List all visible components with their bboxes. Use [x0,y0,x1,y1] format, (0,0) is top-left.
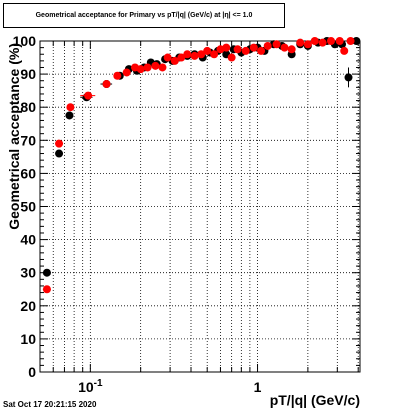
y-tick-label: 30 [20,265,36,281]
data-point [151,61,160,70]
x-axis-label: pT/|q| (GeV/c) [270,392,360,408]
chart-title-box: Geometrical acceptance for Primary vs pT… [3,3,285,28]
data-point [287,45,296,54]
data-point [65,111,74,120]
data-point [42,285,51,294]
data-point [170,56,179,65]
data-point [42,268,51,277]
y-tick-label: 70 [20,132,36,148]
data-point [210,50,219,59]
data-point [143,63,152,72]
data-point [84,91,93,100]
data-point [55,149,64,158]
data-point [102,80,111,89]
data-point [163,53,172,62]
timestamp: Sat Oct 17 20:21:15 2020 [3,400,97,409]
data-point [55,139,64,148]
data-point [241,46,250,55]
y-tick-label: 60 [20,165,36,181]
y-tick-label: 0 [28,364,36,380]
data-point [346,37,355,45]
data-point [272,40,281,49]
series-red [42,37,355,294]
data-point [113,71,122,80]
data-point [158,63,167,72]
data-point [249,43,258,52]
y-tick-label: 100 [13,33,37,49]
data-point [280,43,289,52]
data-point [227,53,236,62]
data-point [352,37,361,45]
data-point [344,73,353,82]
data-point [263,41,272,50]
data-point [310,37,319,45]
y-tick-label: 10 [20,331,36,347]
data-point [340,46,349,55]
data-point [203,46,212,55]
data-point [177,53,186,62]
data-point [66,103,75,112]
data-point [183,50,192,59]
y-tick-label: 20 [20,298,36,314]
data-point [233,45,242,54]
data-point [136,65,145,74]
chart-title: Geometrical acceptance for Primary vs pT… [35,12,253,19]
data-point [326,37,335,45]
y-tick-label: 40 [20,232,36,248]
data-point [318,38,327,47]
y-tick-label: 80 [20,99,36,115]
data-point [303,40,312,49]
data-point [222,43,231,52]
data-point [190,51,199,60]
data-point [197,50,206,59]
data-point [296,38,305,47]
y-axis-label: Geometrical acceptance (%) [6,43,22,230]
x-tick-label: 10-1 [78,378,103,395]
data-point [257,46,266,55]
y-tick-label: 90 [20,66,36,82]
data-point [335,37,344,45]
data-point [122,68,131,77]
y-tick-label: 50 [20,199,36,215]
x-tick-label: 1 [254,379,262,395]
